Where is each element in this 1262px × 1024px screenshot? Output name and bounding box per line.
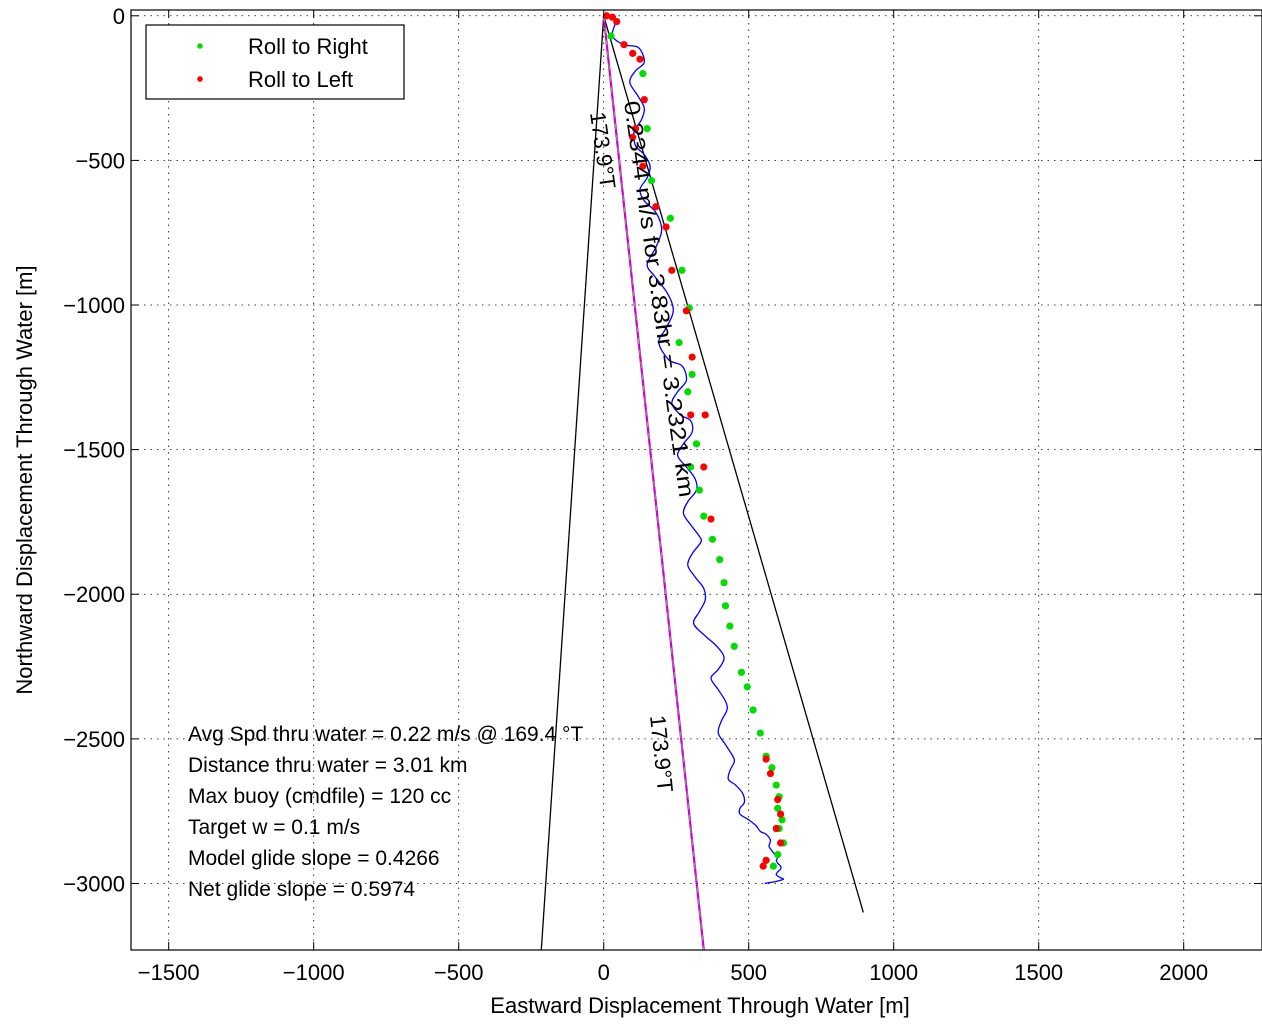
roll-left-point xyxy=(629,49,637,57)
legend-marker-roll-left xyxy=(197,76,203,82)
y-axis-label: Northward Displacement Through Water [m] xyxy=(12,265,37,694)
roll-right-point xyxy=(708,535,717,543)
heading-line-mean-dash xyxy=(603,15,705,950)
roll-left-point xyxy=(687,411,695,419)
roll-left-point xyxy=(629,133,637,141)
roll-left-point xyxy=(777,810,785,818)
roll-right-point xyxy=(700,512,708,520)
x-tick-label: −1500 xyxy=(138,960,200,985)
roll-right-point xyxy=(772,781,780,789)
roll-left-point xyxy=(701,411,709,419)
roll-right-point xyxy=(695,486,704,494)
avg-speed-text: Avg Spd thru water = 0.22 m/s @ 169.4 °T xyxy=(188,723,583,746)
roll-left-point xyxy=(682,307,690,315)
x-ticks: −1500 −1000 −500 0 500 1000 1500 2000 xyxy=(138,10,1208,985)
model-glide-slope-text: Model glide slope = 0.4266 xyxy=(188,847,440,870)
x-tick-label: 1500 xyxy=(1014,960,1063,985)
roll-right-point xyxy=(768,764,776,772)
y-tick-label: −500 xyxy=(75,148,125,173)
x-tick-label: −500 xyxy=(434,960,484,985)
net-glide-slope-text: Net glide slope = 0.5974 xyxy=(188,878,415,901)
max-buoy-text: Max buoy (cmdfile) = 120 cc xyxy=(188,785,451,808)
roll-right-point xyxy=(720,579,728,587)
roll-left-point xyxy=(613,17,621,26)
y-tick-label: −1500 xyxy=(63,438,125,463)
plot-axes-box xyxy=(130,9,1262,951)
roll-right-point xyxy=(675,339,683,347)
roll-right-point xyxy=(684,388,692,396)
heading-line-left xyxy=(540,15,605,950)
legend-box xyxy=(145,24,405,100)
roll-right-point xyxy=(692,440,701,448)
roll-left-point xyxy=(620,41,628,49)
roll-right-point xyxy=(607,32,615,40)
roll-left-point xyxy=(762,755,770,763)
roll-right-point xyxy=(678,266,686,274)
roll-right-point xyxy=(778,816,786,824)
grid-lines xyxy=(131,10,1262,950)
roll-left-point xyxy=(688,353,696,361)
x-tick-label: 1000 xyxy=(869,960,918,985)
roll-right-point xyxy=(774,850,782,859)
roll-left-point xyxy=(700,463,708,471)
legend: Roll to Right Roll to Left xyxy=(145,24,405,100)
roll-right-point xyxy=(721,602,730,610)
y-ticks: 0 −500 −1000 −1500 −2000 −2500 −3000 xyxy=(63,4,1262,896)
roll-left-point xyxy=(636,55,644,63)
roll-right-point xyxy=(743,683,751,691)
roll-right-point xyxy=(643,124,651,133)
roll-left-point xyxy=(774,796,782,804)
legend-label-roll-right: Roll to Right xyxy=(248,34,368,59)
glider-track-line xyxy=(603,14,785,885)
roll-left-point xyxy=(652,203,660,211)
glider-track xyxy=(603,14,785,885)
roll-markers xyxy=(603,12,788,870)
roll-left-point xyxy=(777,839,785,847)
legend-marker-roll-right xyxy=(197,43,203,49)
y-tick-label: −1000 xyxy=(63,293,125,318)
y-tick-label: 0 xyxy=(113,4,125,29)
legend-label-roll-left: Roll to Left xyxy=(248,67,353,92)
y-tick-label: −2500 xyxy=(63,727,125,752)
roll-right-point xyxy=(769,862,777,870)
roll-right-point xyxy=(726,622,734,630)
roll-right-point xyxy=(687,463,695,471)
x-tick-label: 0 xyxy=(598,960,610,985)
roll-left-point xyxy=(772,824,780,833)
roll-left-point xyxy=(603,12,611,20)
heading-line-right xyxy=(603,15,864,913)
roll-right-point xyxy=(737,668,746,676)
roll-left-point xyxy=(668,266,676,274)
roll-right-point xyxy=(716,555,724,564)
target-w-text: Target w = 0.1 m/s xyxy=(188,816,360,839)
roll-left-point xyxy=(707,515,715,523)
roll-right-point xyxy=(774,804,782,812)
stats-annotation: Avg Spd thru water = 0.22 m/s @ 169.4 °T… xyxy=(188,723,583,901)
roll-right-point xyxy=(749,706,757,714)
x-tick-label: 2000 xyxy=(1159,960,1208,985)
roll-left-point xyxy=(662,223,670,231)
distance-text: Distance thru water = 3.01 km xyxy=(188,754,468,777)
roll-right-point xyxy=(756,729,764,737)
roll-left-point xyxy=(640,96,648,104)
roll-right-point xyxy=(647,177,656,185)
heading-lines xyxy=(540,15,864,950)
roll-right-point xyxy=(730,642,738,650)
roll-left-point xyxy=(759,862,767,870)
roll-left-point xyxy=(766,769,775,778)
roll-left-point xyxy=(639,162,647,170)
roll-right-point xyxy=(688,370,696,379)
x-tick-label: 500 xyxy=(730,960,767,985)
x-tick-label: −1000 xyxy=(283,960,345,985)
roll-left-point xyxy=(762,856,770,864)
roll-right-point xyxy=(639,70,647,78)
roll-right-point xyxy=(666,214,675,222)
y-tick-label: −2000 xyxy=(63,582,125,607)
x-axis-label: Eastward Displacement Through Water [m] xyxy=(490,993,909,1018)
y-tick-label: −3000 xyxy=(63,871,125,896)
roll-left-point xyxy=(632,124,640,133)
